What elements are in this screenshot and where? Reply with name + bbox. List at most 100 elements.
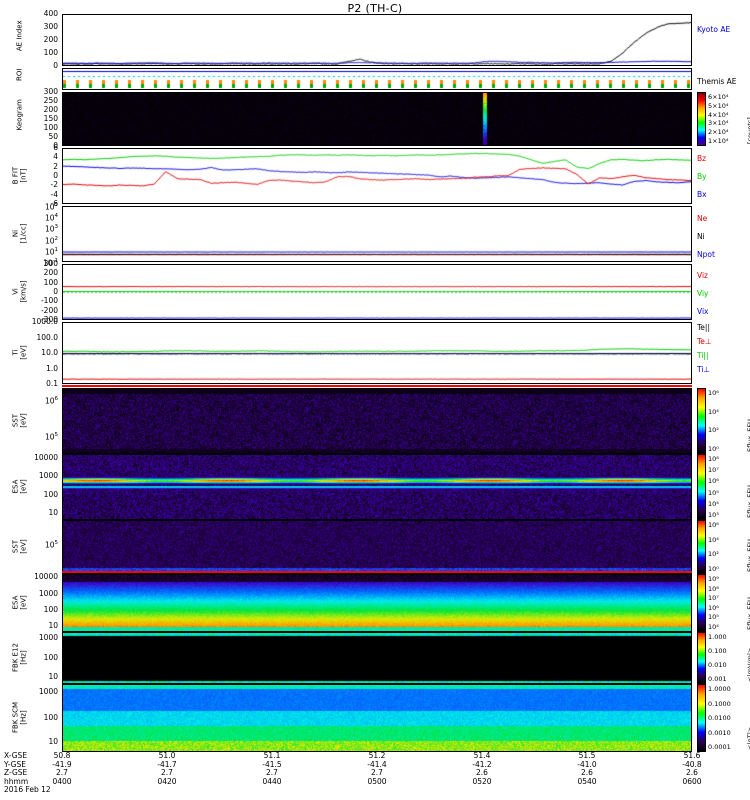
x-axis-tick-value: 51.5 <box>578 751 596 760</box>
esa-i-cbar-label: 10⁷ <box>708 594 719 603</box>
x-axis-row-label: X-GSE <box>4 751 28 760</box>
legend-ni-2: Npot <box>697 250 715 259</box>
legend-ti-1: Te⊥ <box>697 337 712 346</box>
y-tick-esa_e: 10000 <box>34 452 58 462</box>
y-tick-esa_e: 100 <box>43 489 58 499</box>
y-tick-esa_i: 100 <box>43 604 58 614</box>
esa-e-cbar-label: 10⁴ <box>708 499 719 508</box>
esa-e-cbar-title: Eflux, EFU <box>746 485 750 518</box>
y-tick-keogram: 200 <box>43 105 58 114</box>
x-axis-tick-value: 2.7 <box>371 768 383 778</box>
legend-bfit-0: Bz <box>697 154 707 163</box>
keogram-cbar-label: 6×10⁴ <box>708 93 729 101</box>
legend-ae-0: Kyoto AE <box>697 25 731 34</box>
y-tick-esa_i: 10 <box>48 621 58 631</box>
x-axis-tick-value: 51.4 <box>473 751 491 760</box>
fbk-e12-cbar-label: 0.001 <box>708 675 727 683</box>
esa-i-cbar-title: Eflux, EFU <box>746 597 750 630</box>
x-axis-tick-value: -41.7 <box>157 759 177 769</box>
panel-esa-ion <box>62 574 692 632</box>
date-label: 2016 Feb 12 <box>4 785 51 795</box>
fbk-e12-cbar-label: 0.100 <box>708 647 727 655</box>
fbk-scm-cbar-label: 0.0100 <box>708 714 731 722</box>
panel-vi <box>62 264 692 320</box>
y-tick-sst_i: 105 <box>44 540 58 550</box>
sst-i-cbar-label: 10⁰ <box>708 565 719 573</box>
sst-e-cbar <box>697 388 706 454</box>
y-tick-bfit: -6 <box>50 199 58 208</box>
x-axis-tick-value: 2.7 <box>266 768 278 778</box>
x-axis-tick-value: 0420 <box>157 776 177 786</box>
y-tick-ae: 300 <box>43 22 58 31</box>
esa-i-cbar-label: 10⁵ <box>708 613 719 622</box>
panel-separator <box>62 571 692 573</box>
legend-ni-0: Ne <box>697 214 708 223</box>
legend-ti-0: Te|| <box>697 323 710 332</box>
legend-bfit-1: By <box>697 172 707 181</box>
y-tick-bfit: -2 <box>50 180 58 190</box>
sst-e-cbar-label: 10⁴ <box>708 407 719 416</box>
y-tick-ni: 104 <box>44 213 58 223</box>
y-tick-ni: 10-1 <box>42 258 58 268</box>
keogram-cbar <box>697 92 706 146</box>
x-axis-tick-value: 51.0 <box>158 751 176 760</box>
fbk-e12-cbar-label: 0.010 <box>708 661 727 669</box>
y-tick-keogram: 0 <box>53 141 58 150</box>
keogram-cbar-label: 3×10⁴ <box>708 119 729 128</box>
keogram-cbar-label: 1×10⁴ <box>708 137 729 145</box>
x-axis-row-label: hhmm <box>4 776 29 786</box>
x-axis-tick-value: 2.7 <box>56 768 68 778</box>
y-tick-vi: 200 <box>43 268 58 278</box>
y-tick-bfit: 4 <box>53 152 58 162</box>
y-tick-sst_e: 105 <box>44 431 58 442</box>
x-axis-tick-value: 2.6 <box>686 768 698 778</box>
x-axis-tick-value: 0440 <box>262 776 282 786</box>
panel-sst-ion <box>62 520 692 574</box>
fbk-e12-cbar-label: 1.000 <box>708 633 727 641</box>
x-axis-tick-value: -41.5 <box>262 759 282 769</box>
y-tick-ti: 100.0 <box>36 332 58 342</box>
y-tick-bfit: 0 <box>53 171 58 180</box>
x-axis-tick-value: 2.6 <box>476 768 488 778</box>
sst-e-cbar-title: Eflux, EFU <box>746 419 750 452</box>
sst-i-cbar-label: 10⁴ <box>708 535 719 544</box>
panel-fbk-e12 <box>62 632 692 684</box>
sst-i-cbar <box>697 520 706 574</box>
fbk-scm-cbar <box>697 684 706 752</box>
esa-e-cbar-label: 10⁷ <box>708 466 719 475</box>
y-tick-esa_i: 1000 <box>38 588 58 598</box>
x-axis-tick-value: 51.1 <box>263 751 281 760</box>
y-tick-sst_e: 106 <box>44 395 58 406</box>
x-axis-tick-value: 2.7 <box>161 768 173 778</box>
y-tick-fbk_scm: 100 <box>43 713 58 722</box>
keogram-cbar-label: 2×10⁴ <box>708 128 729 137</box>
y-tick-vi: -100 <box>40 296 58 306</box>
y-tick-ti: 1.0 <box>46 363 58 373</box>
esa-e-cbar <box>697 454 706 520</box>
x-axis-row-label: Y-GSE <box>4 759 26 769</box>
sst-i-cbar-label: 10⁶ <box>708 521 719 529</box>
y-tick-ni: 105 <box>44 202 58 212</box>
y-tick-ae: 400 <box>43 9 58 18</box>
x-axis-tick-value: 0600 <box>682 776 702 786</box>
panel-ae-index <box>62 14 692 66</box>
panel-esa-electron <box>62 454 692 520</box>
y-tick-ti: 0.1 <box>46 379 58 388</box>
y-tick-bfit: 2 <box>53 161 58 171</box>
x-axis-tick-value: -41.2 <box>472 759 492 769</box>
sst-e-cbar-label: 10² <box>708 426 719 435</box>
y-tick-fbk_e12: 10 <box>48 671 58 681</box>
y-tick-keogram: 150 <box>43 114 58 123</box>
legend-bfit-2: Bx <box>697 190 707 199</box>
y-tick-fbk_e12: 1000 <box>38 633 58 643</box>
x-axis-tick-value: 0520 <box>472 776 492 786</box>
y-tick-keogram: 100 <box>43 123 58 132</box>
y-tick-esa_e: 10 <box>48 508 58 518</box>
y-tick-ni: 101 <box>44 246 58 257</box>
keogram-cbar-title: [counts] <box>746 117 750 144</box>
esa-e-cbar-label: 10⁵ <box>708 488 719 497</box>
y-tick-keogram: 300 <box>43 87 58 96</box>
x-axis-tick-value: 0540 <box>577 776 597 786</box>
fbk-scm-cbar-title: <|nT|> <box>746 726 750 750</box>
x-axis-tick-value: -41.9 <box>52 759 72 769</box>
